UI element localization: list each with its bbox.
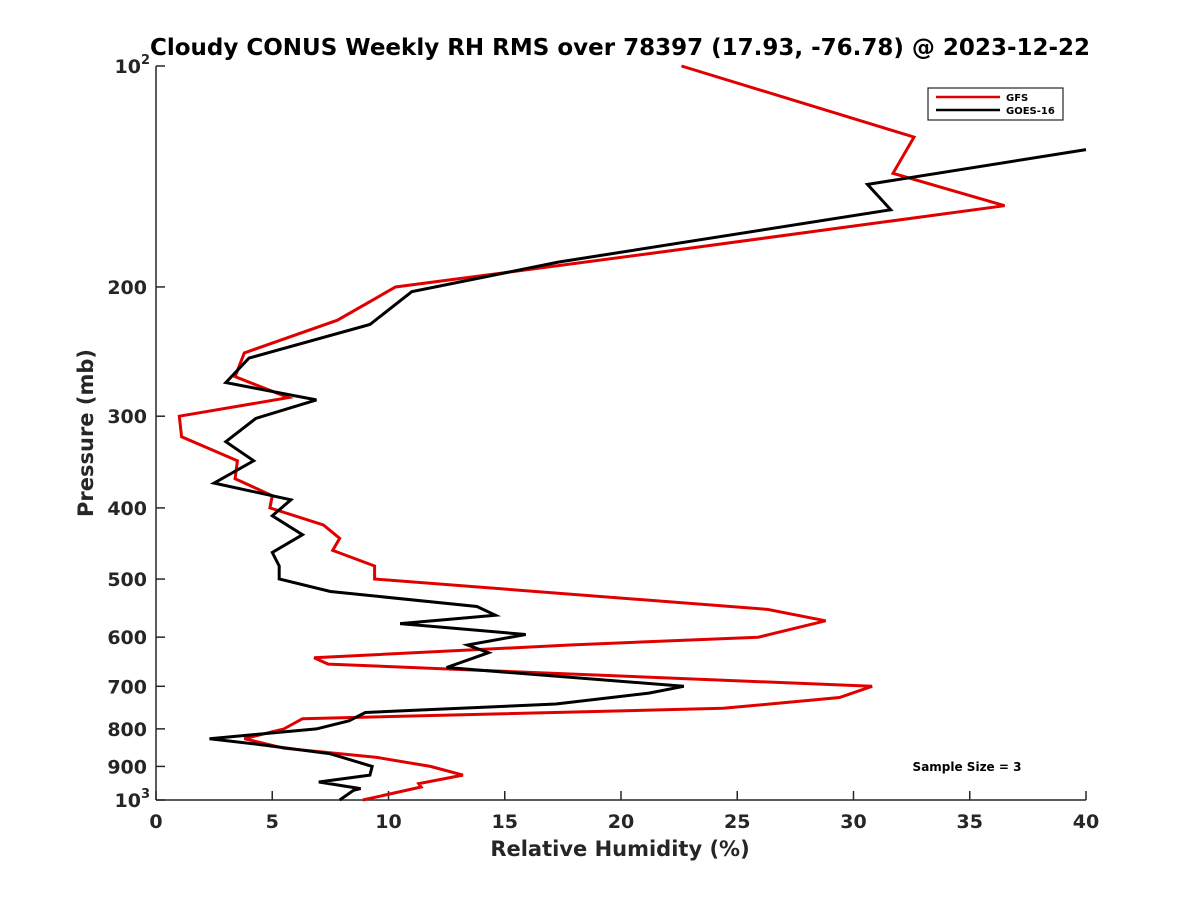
y-tick-label: 800 (107, 719, 147, 741)
axes: 0 5 10 15 20 25 30 35 40 102 200 300 400 500 600 700 800… (107, 53, 1099, 833)
legend-label-gfs: GFS (1006, 93, 1028, 104)
x-tick-label: 0 (149, 811, 162, 833)
x-tick-label: 25 (724, 811, 750, 833)
sample-size-annotation: Sample Size = 3 (913, 760, 1022, 774)
x-tick-label: 35 (957, 811, 983, 833)
y-tick-label: 300 (107, 406, 147, 428)
x-tick-label: 5 (266, 811, 279, 833)
x-tick-label: 40 (1073, 811, 1099, 833)
series-layer (177, 64, 1087, 802)
legend-box (927, 87, 1064, 121)
x-tick-label: 10 (375, 811, 401, 833)
x-tick-label: 20 (608, 811, 634, 833)
series-line-gfs (177, 64, 1006, 802)
y-axis-label: Pressure (mb) (74, 349, 98, 517)
y-tick-label: 900 (107, 756, 147, 778)
y-tick-label: 102 (115, 53, 151, 78)
x-tick-label: 30 (840, 811, 866, 833)
x-axis-label: Relative Humidity (%) (490, 837, 749, 861)
legend-entry-gfs: GFS (936, 93, 1028, 104)
chart-title: Cloudy CONUS Weekly RH RMS over 78397 (1… (150, 35, 1090, 61)
series-line-goes-16 (209, 148, 1087, 802)
x-tick-label: 15 (492, 811, 518, 833)
y-tick-label: 400 (107, 498, 147, 520)
legend-entry-goes-16: GOES-16 (936, 106, 1055, 117)
y-tick-label: 500 (107, 569, 147, 591)
y-tick-label: 700 (107, 676, 147, 698)
y-tick-label: 200 (107, 277, 147, 299)
legend-label-goes-16: GOES-16 (1006, 106, 1055, 117)
y-tick-label: 600 (107, 627, 147, 649)
legend: GFS GOES-16 (927, 87, 1064, 121)
y-tick-label: 103 (115, 787, 151, 812)
